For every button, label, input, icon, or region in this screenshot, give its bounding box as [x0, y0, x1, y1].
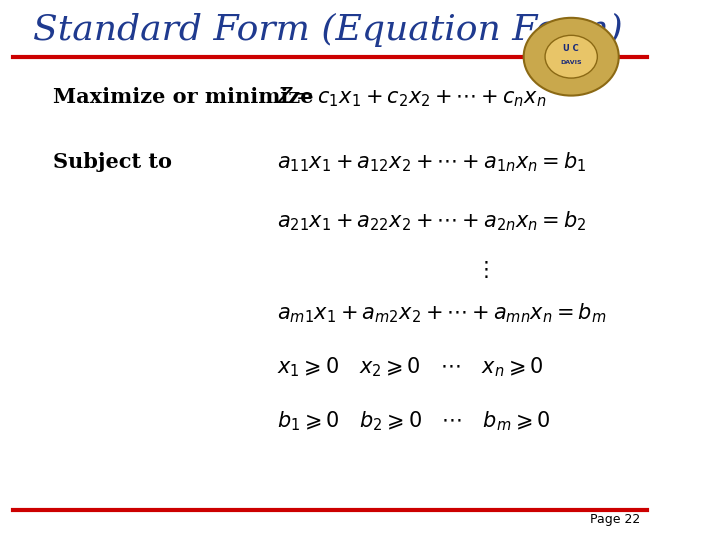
Text: $a_{11}x_1 + a_{12}x_2 + \cdots + a_{1n}x_n = b_1$: $a_{11}x_1 + a_{12}x_2 + \cdots + a_{1n}… [277, 150, 587, 174]
Circle shape [523, 18, 618, 96]
Text: Maximize or minimize: Maximize or minimize [53, 87, 313, 107]
Circle shape [545, 35, 598, 78]
Text: Standard Form (Equation Form): Standard Form (Equation Form) [33, 12, 623, 47]
Text: Page 22: Page 22 [590, 514, 641, 526]
Text: DAVIS: DAVIS [560, 59, 582, 65]
Text: $x_1 \geqslant 0 \quad x_2 \geqslant 0 \quad \cdots \quad x_n \geqslant 0$: $x_1 \geqslant 0 \quad x_2 \geqslant 0 \… [277, 355, 544, 379]
Text: $Z = c_1x_1 + c_2x_2 + \cdots + c_nx_n$: $Z = c_1x_1 + c_2x_2 + \cdots + c_nx_n$ [277, 85, 546, 109]
Text: $a_{21}x_1 + a_{22}x_2 + \cdots + a_{2n}x_n = b_2$: $a_{21}x_1 + a_{22}x_2 + \cdots + a_{2n}… [277, 210, 587, 233]
Text: $b_1 \geqslant 0 \quad b_2 \geqslant 0 \quad \cdots \quad b_m \geqslant 0$: $b_1 \geqslant 0 \quad b_2 \geqslant 0 \… [277, 409, 551, 433]
Text: $a_{m1}x_1 + a_{m2}x_2 + \cdots + a_{mn}x_n = b_m$: $a_{m1}x_1 + a_{m2}x_2 + \cdots + a_{mn}… [277, 301, 607, 325]
Text: U C: U C [563, 44, 579, 53]
Text: Subject to: Subject to [53, 152, 172, 172]
Text: $\vdots$: $\vdots$ [475, 260, 489, 280]
